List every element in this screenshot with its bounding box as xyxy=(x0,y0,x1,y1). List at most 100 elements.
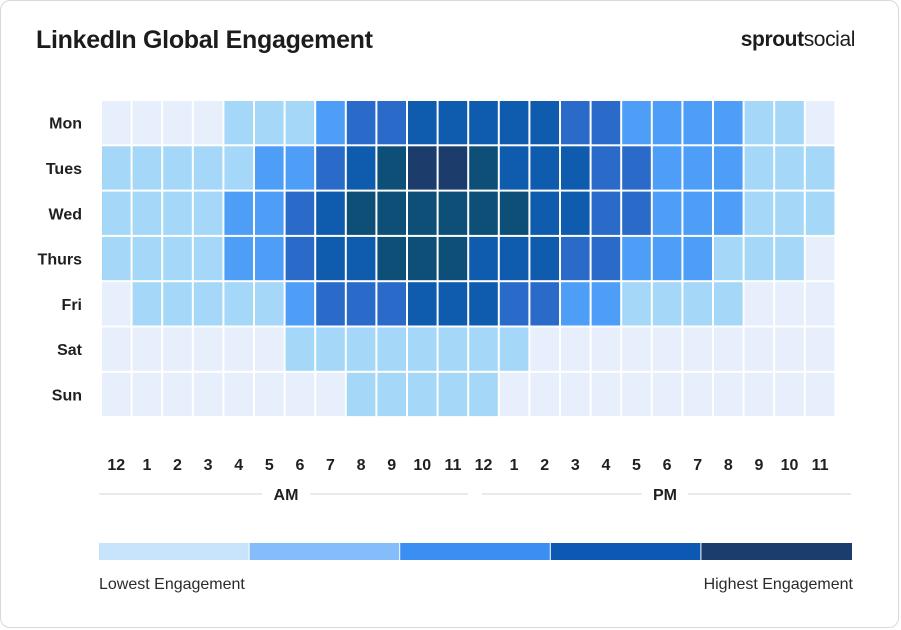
heatmap-cell xyxy=(683,236,712,281)
heatmap-cell xyxy=(193,236,223,281)
heatmap-cell xyxy=(163,236,192,281)
am-label: AM xyxy=(274,487,299,504)
heatmap-cell xyxy=(408,372,437,417)
heatmap-cell xyxy=(530,146,559,190)
heatmap-cell xyxy=(561,282,590,326)
heatmap-cell xyxy=(469,372,498,417)
hour-tick-label: 2 xyxy=(173,457,182,474)
hour-tick-label: 7 xyxy=(693,457,702,474)
hour-tick-label: 5 xyxy=(632,457,641,474)
heatmap-cell xyxy=(499,101,529,145)
heatmap-cell xyxy=(530,282,559,326)
hour-tick-label: 9 xyxy=(387,457,396,474)
heatmap-cell xyxy=(744,101,774,145)
heatmap-cell xyxy=(255,191,284,235)
heatmap-cell xyxy=(591,146,621,190)
row-label: Wed xyxy=(49,206,82,223)
heatmap-cell xyxy=(561,372,590,417)
heatmap-cell xyxy=(775,327,804,371)
brand-logo-regular: social xyxy=(803,28,856,51)
heatmap-cell xyxy=(775,146,804,190)
heatmap-cell xyxy=(775,372,804,417)
heatmap-cell xyxy=(683,327,712,371)
heatmap-cell xyxy=(163,191,192,235)
hour-tick-label: 10 xyxy=(413,457,431,474)
heatmap-cell xyxy=(499,236,529,281)
heatmap-cell xyxy=(377,101,406,145)
row-label: Mon xyxy=(49,116,82,133)
heatmap-cell xyxy=(377,146,406,190)
hour-tick-label: 12 xyxy=(107,457,125,474)
heatmap-cell xyxy=(377,327,406,371)
chart-title: LinkedIn Global Engagement xyxy=(36,26,373,54)
heatmap-cell xyxy=(255,327,284,371)
heatmap-cell xyxy=(224,191,253,235)
heatmap-cell xyxy=(652,282,682,326)
heatmap-cell xyxy=(408,327,437,371)
heatmap-cell xyxy=(193,191,223,235)
heatmap-cell xyxy=(255,101,284,145)
heatmap-cell xyxy=(683,372,712,417)
heatmap-cell xyxy=(377,236,406,281)
heatmap-cell xyxy=(714,236,743,281)
heatmap-cell xyxy=(530,372,559,417)
heatmap-cell xyxy=(193,282,223,326)
heatmap-cell xyxy=(775,101,804,145)
heatmap-cell xyxy=(591,236,621,281)
heatmap-cell xyxy=(591,101,621,145)
heatmap-cell xyxy=(193,101,223,145)
heatmap-cell xyxy=(499,282,529,326)
heatmap-cell xyxy=(499,191,529,235)
heatmap-cell xyxy=(622,327,651,371)
heatmap-cell xyxy=(561,101,590,145)
heatmap-cell xyxy=(408,101,437,145)
heatmap-cell xyxy=(805,282,835,326)
heatmap-cell xyxy=(285,236,315,281)
hour-tick-label: 2 xyxy=(540,457,549,474)
hour-tick-label: 5 xyxy=(265,457,274,474)
heatmap-cell xyxy=(285,327,315,371)
row-label: Tues xyxy=(46,161,82,178)
heatmap-cell xyxy=(714,327,743,371)
heatmap-cell xyxy=(224,146,253,190)
heatmap-cell xyxy=(377,191,406,235)
heatmap-cell xyxy=(469,146,498,190)
heatmap-cell xyxy=(438,101,468,145)
heatmap-cell xyxy=(132,146,162,190)
hour-tick-label: 1 xyxy=(510,457,519,474)
heatmap-cell xyxy=(132,191,162,235)
heatmap-cell xyxy=(530,327,559,371)
am-label-bg xyxy=(262,484,310,504)
heatmap-cell xyxy=(805,146,835,190)
heatmap-cell xyxy=(346,282,376,326)
heatmap-cell xyxy=(775,236,804,281)
heatmap-cell xyxy=(622,191,651,235)
row-label: Thurs xyxy=(38,252,83,269)
heatmap-cell xyxy=(346,146,376,190)
heatmap-cell xyxy=(775,282,804,326)
heatmap-cell xyxy=(346,327,376,371)
heatmap-cell xyxy=(652,101,682,145)
hour-tick-label: 1 xyxy=(142,457,151,474)
hour-tick-label: 4 xyxy=(601,457,610,474)
hour-tick-label: 10 xyxy=(781,457,799,474)
heatmap-cell xyxy=(591,191,621,235)
heatmap-cell xyxy=(285,372,315,417)
heatmap-cell xyxy=(132,236,162,281)
heatmap-cell xyxy=(438,191,468,235)
heatmap-cell xyxy=(622,282,651,326)
hour-tick-label: 3 xyxy=(204,457,213,474)
hour-tick-label: 11 xyxy=(444,457,461,474)
heatmap-cell xyxy=(102,191,131,235)
heatmap-cell xyxy=(316,236,345,281)
pm-label: PM xyxy=(653,487,677,504)
heatmap-cell xyxy=(316,282,345,326)
heatmap-cell xyxy=(499,146,529,190)
legend-segment xyxy=(99,543,249,560)
heatmap-cell xyxy=(652,236,682,281)
legend-segment xyxy=(249,543,400,560)
heatmap-cell xyxy=(469,236,498,281)
heatmap-cell xyxy=(561,191,590,235)
heatmap-cell xyxy=(285,101,315,145)
heatmap-cell xyxy=(255,372,284,417)
